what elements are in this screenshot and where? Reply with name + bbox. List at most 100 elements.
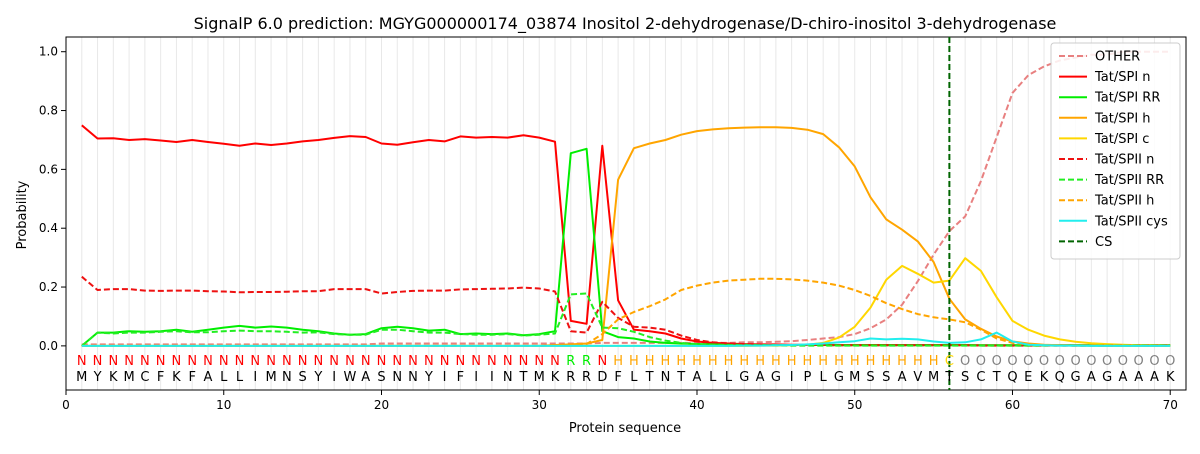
residue-label: K: [1040, 370, 1049, 385]
residue-label: I: [332, 370, 336, 385]
series-line-tat-spii-cys: [81, 331, 1171, 347]
legend-label: Tat/SPI RR: [1094, 91, 1160, 106]
residue-label: D: [597, 370, 607, 385]
residue-label: A: [756, 370, 765, 385]
residue-label: M: [849, 370, 860, 385]
residue-label: K: [172, 370, 181, 385]
region-label: H: [724, 354, 734, 369]
residue-label: T: [992, 370, 1001, 385]
residue-label: C: [140, 370, 149, 385]
residue-label: R: [582, 370, 591, 385]
legend: OTHER Tat/SPI n Tat/SPI RR Tat/SPI h Tat/SPI…: [1050, 42, 1181, 260]
region-label: O: [992, 354, 1002, 369]
x-tick-label: 40: [689, 398, 704, 412]
region-label: N: [77, 354, 87, 369]
region-label: H: [929, 354, 939, 369]
x-tick-label: 0: [62, 398, 70, 412]
region-label: N: [392, 354, 402, 369]
region-label: H: [881, 354, 891, 369]
x-tick-label: 30: [532, 398, 547, 412]
x-tick-label: 20: [374, 398, 389, 412]
region-label: N: [503, 354, 513, 369]
region-label: O: [1070, 354, 1080, 369]
region-label: H: [850, 354, 860, 369]
residue-label: T: [944, 370, 953, 385]
residue-label: S: [961, 370, 969, 385]
region-label: N: [471, 354, 481, 369]
region-label: N: [250, 354, 260, 369]
residue-label: I: [490, 370, 494, 385]
residue-label: Y: [424, 370, 433, 385]
region-label: N: [235, 354, 245, 369]
residue-label: T: [518, 370, 527, 385]
region-label: H: [866, 354, 876, 369]
residue-label: K: [551, 370, 560, 385]
region-label: N: [519, 354, 529, 369]
region-label: H: [834, 354, 844, 369]
region-label: N: [108, 354, 118, 369]
x-tick-label: 60: [1005, 398, 1020, 412]
residue-label: A: [204, 370, 213, 385]
region-label: O: [1165, 354, 1175, 369]
residue-label: R: [566, 370, 575, 385]
region-label: O: [960, 354, 970, 369]
residue-label: A: [1118, 370, 1127, 385]
region-label: H: [897, 354, 907, 369]
region-label: N: [377, 354, 387, 369]
region-label: H: [755, 354, 765, 369]
legend-label: Tat/SPI h: [1094, 111, 1151, 126]
residue-label: L: [220, 370, 228, 385]
residue-label: A: [693, 370, 702, 385]
residue-label: S: [298, 370, 306, 385]
residue-label: M: [123, 370, 134, 385]
residue-label: M: [265, 370, 276, 385]
region-label: N: [140, 354, 150, 369]
region-label: N: [329, 354, 339, 369]
region-label: N: [187, 354, 197, 369]
region-label: N: [534, 354, 544, 369]
y-tick-label: 0.4: [39, 221, 58, 235]
residue-label: M: [76, 370, 87, 385]
region-label: H: [629, 354, 639, 369]
region-label: O: [1039, 354, 1049, 369]
region-label: N: [124, 354, 134, 369]
y-tick-label: 0.2: [39, 280, 58, 294]
plot-frame: [65, 36, 1187, 391]
residue-label: N: [392, 370, 402, 385]
region-label: O: [1102, 354, 1112, 369]
series-line-tat-spii-n: [81, 275, 1171, 347]
legend-label: Tat/SPII cys: [1094, 214, 1168, 229]
residue-label: G: [834, 370, 844, 385]
residue-label: T: [676, 370, 685, 385]
residue-label: G: [739, 370, 749, 385]
series-line-other: [81, 50, 1171, 346]
region-label: H: [787, 354, 797, 369]
series-line-tat-spi-c: [81, 257, 1171, 347]
residue-label: F: [614, 370, 621, 385]
residue-label: G: [1102, 370, 1112, 385]
region-label: N: [172, 354, 182, 369]
region-label: H: [645, 354, 655, 369]
residue-label: L: [709, 370, 717, 385]
region-label: C: [945, 354, 954, 369]
residue-label: C: [976, 370, 985, 385]
region-label: O: [1023, 354, 1033, 369]
region-label: H: [818, 354, 828, 369]
x-tick-label: 50: [847, 398, 862, 412]
residue-label: L: [630, 370, 638, 385]
residue-label: A: [1087, 370, 1096, 385]
region-label: N: [440, 354, 450, 369]
residue-label: M: [534, 370, 545, 385]
y-tick-label: 1.0: [39, 45, 58, 59]
chart-title: SignalP 6.0 prediction: MGYG000000174_03…: [194, 14, 1057, 34]
region-label: N: [550, 354, 560, 369]
residue-label: M: [928, 370, 939, 385]
residue-label: G: [1071, 370, 1081, 385]
region-label: N: [266, 354, 276, 369]
legend-label: Tat/SPII RR: [1094, 173, 1164, 188]
residue-label: L: [236, 370, 244, 385]
legend-label: OTHER: [1095, 50, 1140, 65]
residue-label: L: [725, 370, 733, 385]
region-label: H: [739, 354, 749, 369]
